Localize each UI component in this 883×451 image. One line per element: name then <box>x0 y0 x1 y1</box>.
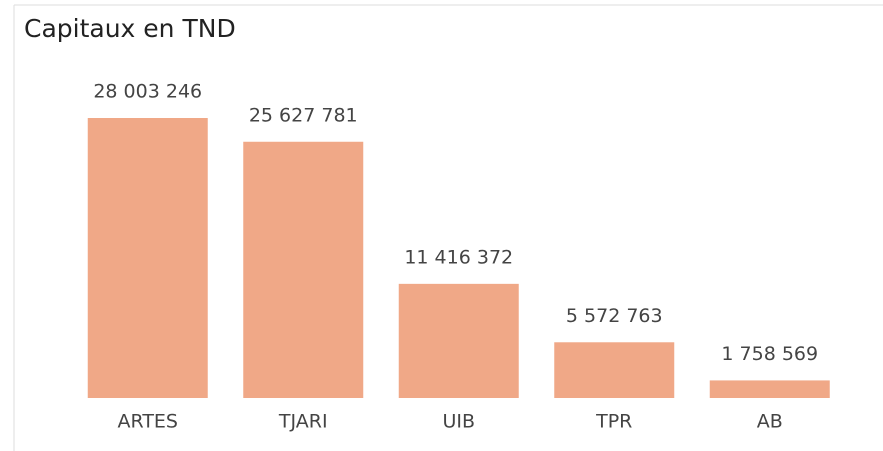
x-tick-label: AB <box>757 411 783 433</box>
x-tick-label: TJARI <box>278 411 328 433</box>
bar <box>709 380 830 398</box>
value-label: 28 003 246 <box>93 81 202 103</box>
bar <box>398 283 519 398</box>
x-tick-label: UIB <box>442 411 475 433</box>
x-tick-label: ARTES <box>118 411 179 433</box>
x-tick-label: TPR <box>595 411 632 433</box>
value-label: 5 572 763 <box>566 305 663 327</box>
bar <box>243 141 364 398</box>
bar <box>554 342 675 398</box>
value-label: 1 758 569 <box>721 343 818 365</box>
bar <box>87 118 208 398</box>
chart-title: Capitaux en TND <box>24 14 236 43</box>
value-label: 11 416 372 <box>404 246 513 268</box>
value-label: 25 627 781 <box>249 104 358 126</box>
